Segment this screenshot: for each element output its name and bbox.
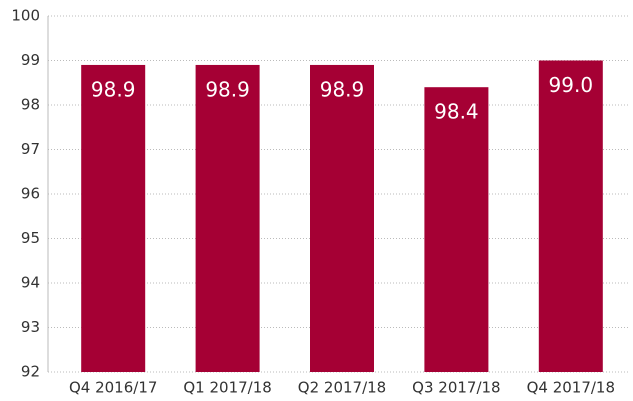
- bar: [81, 64, 146, 372]
- bar: [424, 87, 489, 372]
- x-tick-label: Q1 2017/18: [183, 379, 271, 397]
- x-tick-label: Q2 2017/18: [298, 379, 386, 397]
- value-label: 98.4: [434, 100, 479, 124]
- y-tick-label: 98: [21, 96, 40, 114]
- x-tick-label: Q4 2017/18: [527, 379, 615, 397]
- y-tick-label: 93: [21, 318, 40, 336]
- y-tick-label: 94: [21, 274, 40, 292]
- x-tick-label: Q3 2017/18: [412, 379, 500, 397]
- value-label: 98.9: [205, 77, 250, 101]
- y-tick-label: 97: [21, 140, 40, 158]
- bar: [538, 60, 603, 372]
- x-tick-label: Q4 2016/17: [69, 379, 157, 397]
- y-tick-label: 100: [11, 7, 40, 25]
- bar: [310, 64, 374, 372]
- y-tick-label: 92: [21, 363, 40, 381]
- y-tick-label: 95: [21, 229, 40, 247]
- bar: [195, 64, 260, 372]
- y-tick-label: 96: [21, 185, 40, 203]
- value-label: 98.9: [320, 77, 365, 101]
- y-tick-label: 99: [21, 51, 40, 69]
- value-label: 99.0: [549, 73, 594, 97]
- value-label: 98.9: [91, 77, 136, 101]
